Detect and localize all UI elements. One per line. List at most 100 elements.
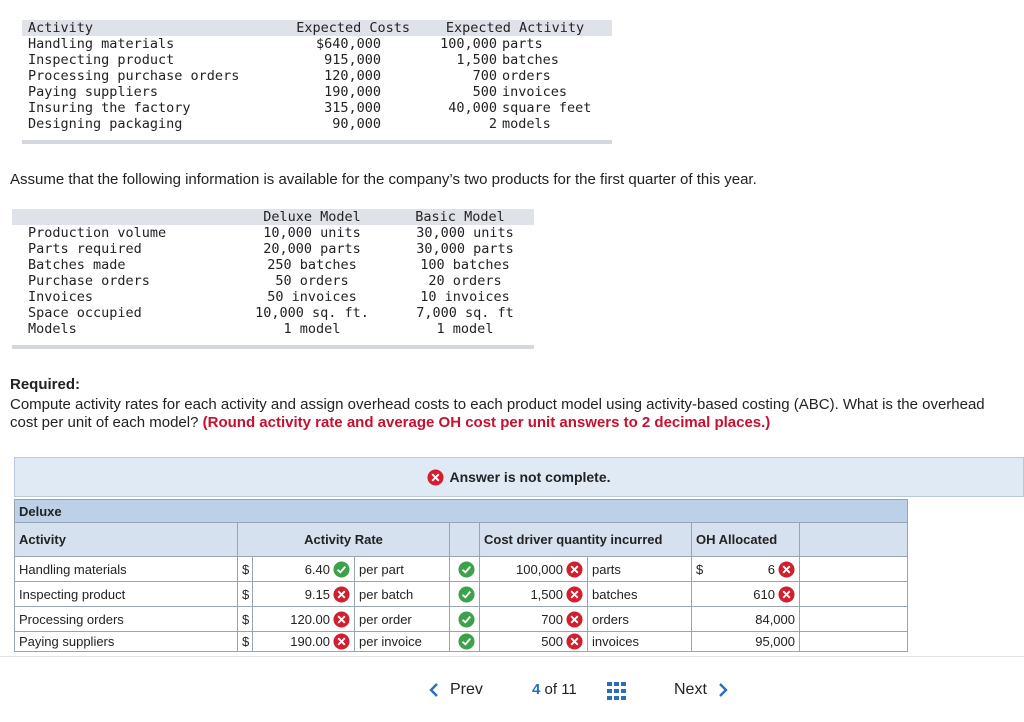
activity-rate: 120.00 <box>290 611 330 627</box>
activity-name: Handling materials <box>28 36 175 52</box>
next-label: Next <box>674 681 707 698</box>
column-header: Activity <box>28 20 94 36</box>
activity-quantity: 1,500 <box>456 52 497 68</box>
driver-unit: orders <box>592 611 629 627</box>
cross-icon <box>778 560 795 578</box>
status-cell <box>450 582 480 607</box>
driver-unit: invoices <box>592 634 639 649</box>
check-icon <box>333 560 350 578</box>
rate-unit: per batch <box>359 586 414 602</box>
activity-unit: models <box>502 116 551 132</box>
status-cell <box>450 557 480 582</box>
next-button[interactable]: Next <box>674 681 729 699</box>
basic-value: 30,000 units <box>416 225 514 241</box>
prev-label: Prev <box>450 681 483 698</box>
activity-name: Processing orders <box>19 611 124 627</box>
instruction: Compute activity rates for each activity… <box>10 396 985 431</box>
answer-banner: Answer is not complete. <box>14 457 1024 497</box>
quantity-unit-cell: batches <box>588 582 692 607</box>
currency: $ <box>242 634 250 649</box>
check-icon <box>457 633 475 650</box>
empty-cell <box>800 632 908 652</box>
rate-unit: per invoice <box>359 634 422 649</box>
oh-allocated: 610 <box>753 586 775 602</box>
oh-cell: 95,000 <box>692 632 800 652</box>
quantity-unit-cell: parts <box>588 557 692 582</box>
activity-unit: square feet <box>502 100 592 116</box>
driver-quantity: 500 <box>541 634 563 649</box>
basic-value: 30,000 parts <box>416 241 514 257</box>
currency-cell: $ <box>238 582 253 607</box>
cross-icon <box>333 633 350 650</box>
column-header: Expected Activity <box>445 20 585 36</box>
rate-cell: 120.00 <box>253 607 355 632</box>
cross-icon <box>566 585 583 603</box>
grid-button[interactable] <box>607 682 627 700</box>
deluxe-value: 10,000 units <box>263 225 361 241</box>
cross-icon <box>333 610 350 628</box>
currency: $ <box>242 561 250 577</box>
basic-value: 7,000 sq. ft <box>416 305 514 321</box>
quantity-unit-cell: orders <box>588 607 692 632</box>
activity-name: Inspecting product <box>28 52 175 68</box>
page-total: of 11 <box>544 681 577 698</box>
rate-unit: per part <box>359 561 404 577</box>
basic-value: 100 batches <box>420 257 510 273</box>
activity-cell: Processing orders <box>14 607 238 632</box>
oh-allocated: 95,000 <box>755 634 795 649</box>
oh-cell: 84,000 <box>692 607 800 632</box>
row-label: Models <box>28 321 77 337</box>
activity-quantity: 700 <box>472 68 497 84</box>
check-icon <box>457 610 475 628</box>
expected-cost: $640,000 <box>315 36 381 52</box>
row-label: Space occupied <box>28 305 142 321</box>
row-label: Parts required <box>28 241 142 257</box>
activity-unit: batches <box>502 52 559 68</box>
status-cell <box>450 632 480 652</box>
oh-cell: 610 <box>692 582 800 607</box>
header-band <box>12 209 534 225</box>
chevron <box>719 683 728 697</box>
activity-rate: 6.40 <box>304 561 330 577</box>
chevron <box>429 683 438 697</box>
deluxe-value: 10,000 sq. ft. <box>255 305 369 321</box>
basic-value: 20 orders <box>428 273 502 289</box>
page-indicator: 4 of 11 <box>532 681 577 698</box>
currency: $ <box>696 561 704 577</box>
required-text: Compute activity rates for each activity… <box>10 396 1010 432</box>
activity-quantity: 500 <box>472 84 497 100</box>
quantity-cell: 100,000 <box>480 557 588 582</box>
expected-cost: 190,000 <box>324 84 381 100</box>
oh-allocated: 6 <box>767 561 775 577</box>
deluxe-value: 20,000 parts <box>263 241 361 257</box>
rate-unit-cell: per order <box>355 607 450 632</box>
rate-unit-cell: per invoice <box>355 632 450 652</box>
oh-allocated: 84,000 <box>755 611 795 627</box>
currency: $ <box>242 611 250 627</box>
column-header: Basic Model <box>415 209 505 225</box>
driver-quantity: 100,000 <box>516 561 563 577</box>
currency: $ <box>242 586 250 602</box>
row-label: Invoices <box>28 289 94 305</box>
prev-button[interactable]: Prev <box>428 681 483 699</box>
activity-unit: invoices <box>502 84 568 100</box>
section-row: Deluxe <box>14 499 908 523</box>
driver-unit: parts <box>592 561 621 577</box>
quantity-cell: 1,500 <box>480 582 588 607</box>
activity-rate: 190.00 <box>290 634 330 649</box>
expected-cost: 315,000 <box>324 100 381 116</box>
table-rule <box>22 140 612 144</box>
activity-cell: Handling materials <box>14 557 238 582</box>
activity-name: Paying suppliers <box>19 634 115 649</box>
activity-cell: Inspecting product <box>14 582 238 607</box>
rate-cell: 9.15 <box>253 582 355 607</box>
cross-icon <box>778 585 795 603</box>
activity-cell: Paying suppliers <box>14 632 238 652</box>
rate-unit-cell: per part <box>355 557 450 582</box>
rate-unit-cell: per batch <box>355 582 450 607</box>
cross-icon <box>566 633 583 650</box>
activity-unit: orders <box>502 68 551 84</box>
intro: Assume that the following information is… <box>10 171 757 188</box>
currency-cell: $ <box>238 557 253 582</box>
